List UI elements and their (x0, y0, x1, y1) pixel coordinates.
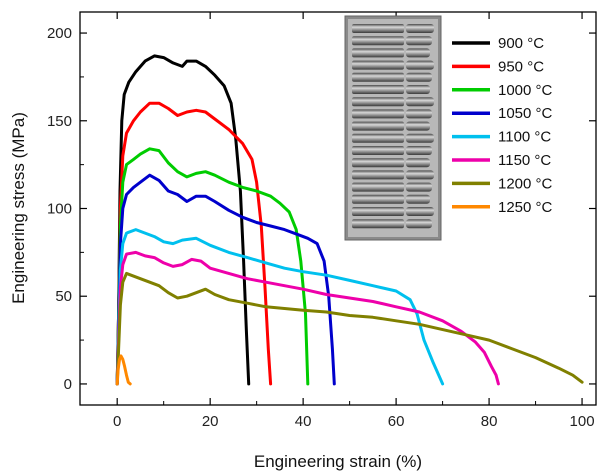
series-line-1 (115, 101, 273, 386)
specimen-rod-left (352, 182, 404, 192)
specimen-rod-left (352, 121, 404, 131)
specimen-rod-left (352, 170, 404, 180)
axis-tick-labels: 0 20 40 60 80 100 0 50 100 150 200 (47, 25, 595, 430)
y-tick-label: 0 (64, 376, 72, 393)
series-line-0 (115, 54, 251, 386)
legend-label-3: 1050 °C (498, 105, 553, 122)
y-tick-label: 200 (47, 25, 72, 42)
specimen-rod-right (406, 48, 430, 58)
axis-ticks (80, 12, 596, 405)
chart-legend: 900 °C 950 °C 1000 °C 1050 °C 1100 °C 1150 °C… (452, 35, 553, 216)
specimen-rod-left (352, 85, 404, 94)
legend-label-6: 1200 °C (498, 175, 553, 192)
legend-label-4: 1100 °C (498, 129, 551, 146)
specimen-rod-right (406, 170, 434, 180)
specimen-rod-right (406, 158, 430, 168)
x-tick-label: 80 (481, 413, 498, 430)
series-line-6 (115, 271, 584, 386)
specimen-rod-right (406, 60, 434, 70)
series-line-2 (115, 147, 310, 386)
specimen-rod-right (406, 219, 432, 229)
specimen-rod-left (352, 24, 404, 33)
specimen-rod-left (352, 97, 404, 107)
x-tick-label: 40 (295, 413, 312, 430)
series-line-4 (115, 228, 445, 386)
specimen-photo-inset (344, 15, 442, 241)
specimen-rod-right (406, 85, 430, 94)
x-tick-label: 0 (113, 413, 121, 430)
legend-label-1: 950 °C (498, 58, 544, 75)
y-tick-label: 150 (47, 113, 72, 130)
y-axis-title: Engineering stress (MPa) (9, 112, 28, 304)
specimen-rod-left (352, 207, 404, 216)
specimen-rod-left (352, 133, 404, 143)
specimen-rod-right (406, 24, 434, 33)
legend-label-0: 900 °C (498, 35, 544, 52)
series-line-3 (115, 173, 336, 386)
specimen-rod-left (352, 72, 404, 82)
specimen-rod-left (352, 36, 404, 46)
specimen-rod-left (352, 219, 404, 229)
legend-label-2: 1000 °C (498, 82, 553, 99)
legend-label-5: 1150 °C (498, 152, 551, 169)
specimen-rod-left (352, 109, 404, 119)
specimen-rod-right (406, 182, 432, 192)
specimen-rods (352, 24, 434, 229)
specimen-rod-right (406, 121, 430, 131)
specimen-rod-right (406, 146, 432, 155)
specimen-rod-right (406, 36, 432, 46)
specimen-rod-left (352, 60, 404, 70)
legend-label-7: 1250 °C (498, 199, 553, 216)
specimen-rod-right (406, 72, 432, 82)
specimen-rod-right (406, 109, 432, 119)
specimen-rod-left (352, 146, 404, 155)
specimen-rod-left (352, 158, 404, 168)
series-lines (115, 54, 584, 386)
x-axis-title: Engineering strain (%) (254, 452, 422, 471)
y-tick-label: 100 (47, 201, 72, 218)
x-tick-label: 100 (570, 413, 595, 430)
specimen-rod-left (352, 194, 404, 204)
series-line-5 (115, 250, 500, 386)
x-tick-label: 20 (202, 413, 219, 430)
specimen-rod-right (406, 194, 430, 204)
x-tick-label: 60 (388, 413, 405, 430)
specimen-rod-right (406, 207, 434, 216)
y-tick-label: 50 (55, 288, 72, 305)
specimen-rod-right (406, 97, 434, 107)
specimen-rod-right (406, 133, 434, 143)
series-line-7 (115, 354, 132, 386)
specimen-rod-left (352, 48, 404, 58)
